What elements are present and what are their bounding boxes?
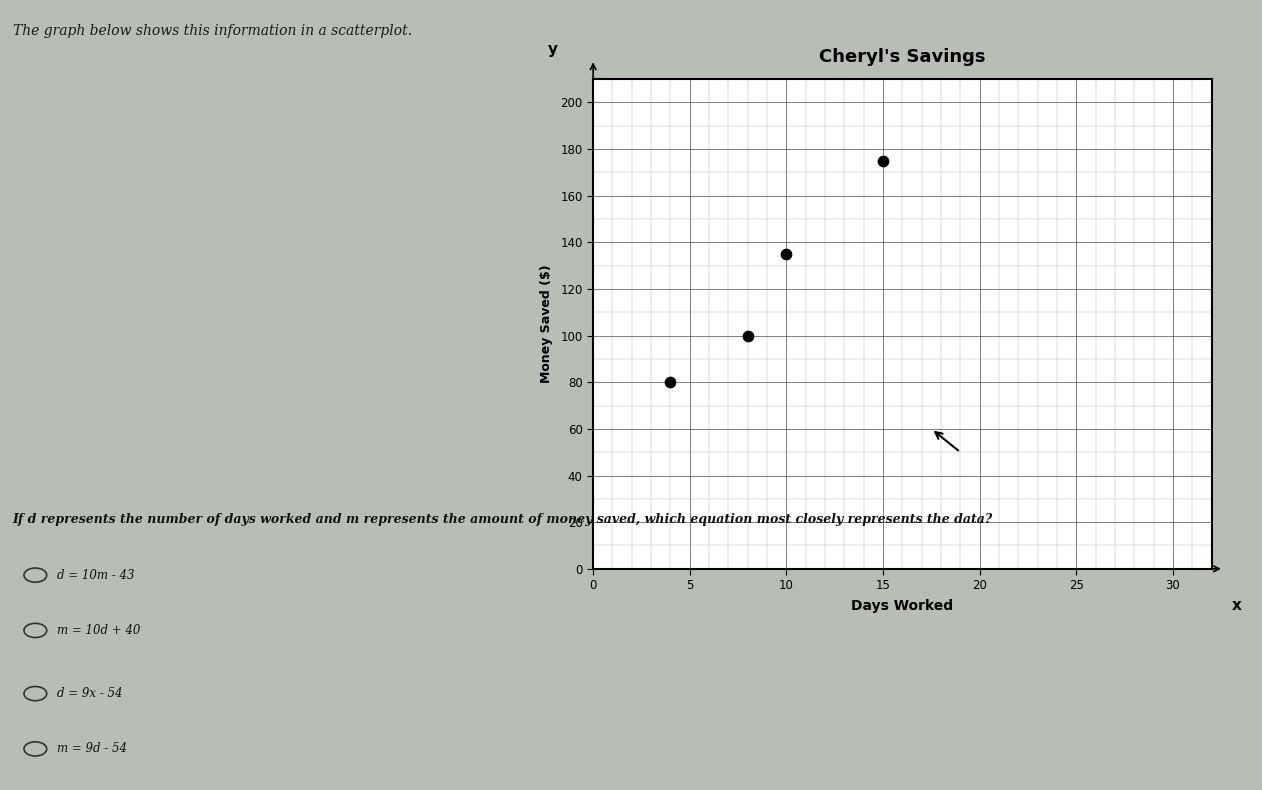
- Point: [776, 247, 796, 260]
- Point: [660, 376, 680, 389]
- Text: m = 9d - 54: m = 9d - 54: [57, 743, 126, 755]
- X-axis label: Days Worked: Days Worked: [852, 599, 953, 613]
- Text: d = 9x - 54: d = 9x - 54: [57, 687, 122, 700]
- Text: d = 10m - 43: d = 10m - 43: [57, 569, 134, 581]
- Text: x: x: [1232, 598, 1242, 613]
- Text: If d represents the number of days worked and m represents the amount of money s: If d represents the number of days worke…: [13, 514, 993, 526]
- Text: m = 10d + 40: m = 10d + 40: [57, 624, 140, 637]
- Point: [873, 154, 893, 167]
- Title: Cheryl's Savings: Cheryl's Savings: [819, 48, 986, 66]
- Text: y: y: [548, 42, 558, 57]
- Text: The graph below shows this information in a scatterplot.: The graph below shows this information i…: [13, 24, 411, 38]
- Y-axis label: Money Saved ($): Money Saved ($): [540, 265, 554, 383]
- Point: [737, 329, 757, 342]
